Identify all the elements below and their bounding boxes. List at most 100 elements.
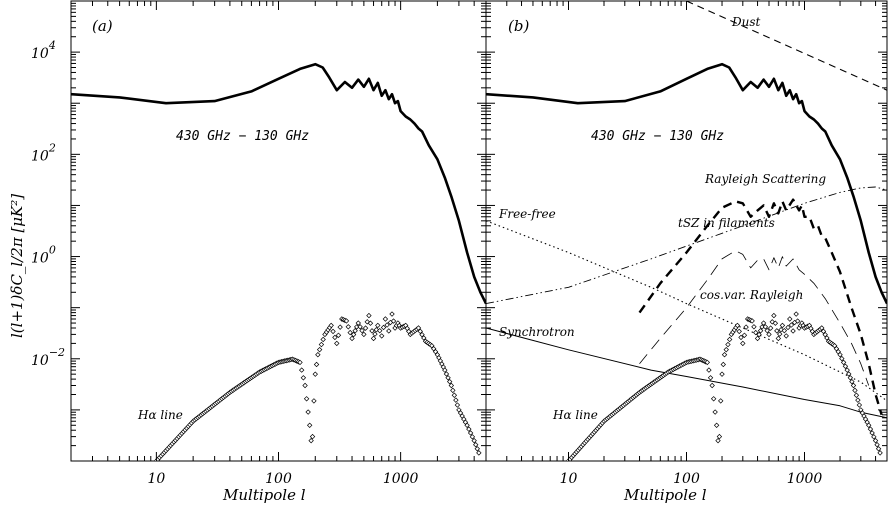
h-alpha-point	[316, 346, 323, 353]
h-alpha-point	[154, 460, 156, 461]
h-alpha-point	[855, 397, 861, 403]
h-alpha-point	[386, 328, 392, 334]
h-alpha-point	[754, 335, 761, 342]
h-alpha-point	[369, 328, 375, 334]
h-alpha-point	[852, 387, 858, 394]
h-alpha-point	[345, 324, 352, 330]
h-alpha-point	[738, 334, 744, 341]
h-alpha-point	[736, 328, 742, 335]
h-alpha-point	[390, 318, 397, 324]
h-alpha-point	[330, 328, 336, 335]
panel-b-x-axis-title: Multipole l	[623, 486, 707, 504]
y-tick-label: 104	[31, 39, 56, 62]
tsz-in-filaments-series	[638, 198, 883, 416]
h-alpha-point	[853, 392, 860, 398]
h-alpha-point	[846, 371, 852, 377]
h-alpha-point	[777, 331, 783, 337]
h-alpha-point	[361, 331, 367, 338]
x-tick-label: 1000	[787, 471, 823, 487]
h-alpha-point	[309, 433, 316, 440]
h-alpha-point	[149, 465, 153, 469]
h-alpha-point	[877, 450, 883, 456]
h-alpha-point	[839, 355, 845, 362]
h-alpha-point	[347, 329, 353, 336]
synchrotron-series	[486, 327, 887, 419]
h-alpha-point	[847, 375, 854, 381]
h-alpha-point	[419, 331, 425, 338]
h-alpha-point	[790, 328, 796, 334]
h-alpha-point	[328, 322, 334, 329]
h-alpha-point	[844, 367, 850, 373]
h-alpha-point	[466, 426, 472, 432]
h-alpha-point	[445, 375, 451, 381]
h-alpha-point	[751, 324, 757, 330]
dust-series	[686, 1, 887, 91]
dust-label: Dust	[731, 15, 761, 29]
h-alpha-point	[867, 426, 874, 432]
free-free-label: Free-free	[498, 207, 556, 221]
h-alpha-point	[566, 460, 568, 461]
h-alpha-point	[366, 312, 372, 319]
x-tick-label: 10	[560, 471, 578, 487]
h-alpha-point	[749, 318, 755, 324]
y-tick-label: 102	[31, 141, 56, 164]
h-alpha-point	[315, 352, 321, 358]
h-alpha-point	[824, 335, 830, 341]
x-tick-label: 100	[265, 471, 292, 487]
h-alpha-point	[382, 316, 389, 322]
h-alpha-point	[709, 382, 715, 389]
h-alpha-point	[787, 316, 793, 322]
h-alpha-point	[471, 437, 477, 444]
h-line-series	[142, 311, 482, 478]
h-alpha-point	[741, 332, 748, 338]
h-alpha-point	[712, 409, 718, 415]
h-alpha-point	[743, 324, 749, 330]
h-alpha-point	[357, 324, 363, 330]
h-alpha-point	[842, 363, 849, 369]
h-alpha-point	[312, 371, 318, 377]
430-ghz-130-ghz-series	[71, 62, 486, 305]
panel-b-freq-label: 430 GHz − 130 GHz	[591, 129, 724, 144]
h-alpha-point	[446, 378, 453, 385]
h-alpha-point	[473, 442, 479, 448]
panel-a-x-axis-title: Multipole l	[222, 486, 306, 504]
panel-b-plot: 10 100 1000	[485, 0, 888, 487]
h-alpha-point	[874, 442, 880, 448]
h-alpha-point	[781, 327, 788, 334]
h-alpha-point	[332, 334, 338, 341]
h-alpha-point	[740, 340, 746, 347]
h-alpha-point	[142, 474, 146, 478]
h-alpha-point	[721, 352, 728, 358]
h-alpha-point	[772, 320, 779, 326]
h-alpha-point	[335, 332, 342, 338]
rayleigh-scattering-series	[486, 186, 887, 305]
h-alpha-point	[417, 328, 423, 335]
h-alpha-point	[719, 371, 725, 377]
h-alpha-point	[720, 361, 726, 368]
plot-area	[71, 62, 486, 478]
free-free-series	[486, 220, 887, 402]
h-alpha-point	[819, 325, 825, 331]
plot-area	[486, 1, 887, 467]
h-alpha-point	[151, 463, 155, 467]
h-alpha-point	[443, 371, 450, 377]
h-alpha-point	[875, 446, 882, 452]
h-alpha-point	[760, 320, 767, 326]
panel-a-freq-label: 430 GHz − 130 GHz	[176, 129, 309, 144]
h-alpha-point	[454, 402, 461, 408]
h-alpha-point	[563, 463, 567, 467]
cos-var-label: cos.var. Rayleigh	[700, 288, 803, 302]
h-alpha-point	[467, 430, 474, 436]
h-alpha-point	[337, 324, 343, 330]
h-alpha-point	[762, 324, 769, 330]
h-alpha-point	[469, 434, 476, 440]
panel-b-label: (b)	[508, 17, 529, 35]
h-alpha-point	[451, 392, 458, 398]
h-alpha-point	[352, 328, 358, 334]
h-alpha-point	[384, 322, 390, 328]
h-alpha-point	[766, 331, 772, 338]
h-alpha-point	[476, 450, 482, 456]
h-alpha-point	[300, 375, 307, 381]
h-alpha-point	[837, 352, 843, 358]
h-alpha-point	[442, 367, 448, 373]
